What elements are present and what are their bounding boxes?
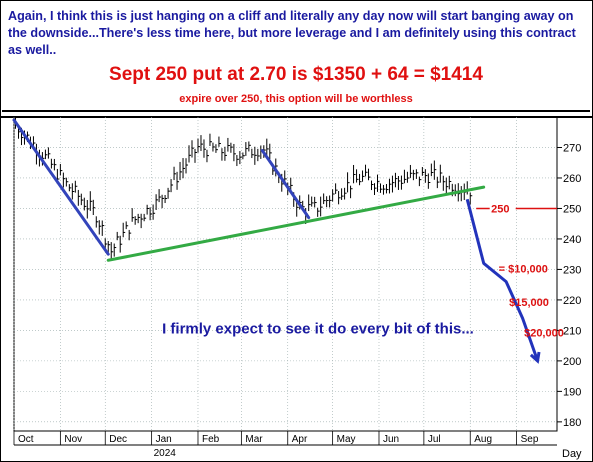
x-tick-label: Mar	[245, 434, 263, 445]
x-unit-label: Day	[562, 448, 582, 460]
y-tick-label: 190	[563, 386, 581, 398]
trendline	[12, 118, 110, 256]
y-tick-label: 270	[563, 142, 581, 154]
profit-label: $15,000	[509, 297, 549, 309]
x-tick-label: Jan	[156, 434, 172, 445]
projection-arrowhead	[529, 351, 541, 364]
x-tick-label: Sep	[521, 434, 539, 445]
commentary-header: Again, I think this is just hanging on a…	[2, 2, 590, 112]
trendline	[260, 149, 311, 220]
expectation-note: I firmly expect to see it do every bit o…	[162, 320, 474, 337]
y-tick-label: 210	[563, 325, 581, 337]
annotations: = $10,000 $15,000 $20,000 I firmly expect t…	[162, 263, 564, 339]
x-tick-label: Oct	[18, 434, 34, 445]
y-tick-label: 250	[563, 203, 581, 215]
grid	[1, 116, 592, 432]
year-label: 2024	[154, 448, 177, 459]
y-tick-label: 230	[563, 264, 581, 276]
x-axis: Oct Nov Dec Jan Feb Mar Apr May Jun Jul Aug Sep 2024…	[13, 431, 582, 460]
strike-label-bg	[489, 202, 516, 215]
profit-label: $20,000	[524, 327, 564, 339]
x-tick-label: May	[337, 434, 356, 445]
x-tick-label: Aug	[474, 434, 492, 445]
trendline	[106, 185, 486, 262]
price-series	[14, 117, 473, 260]
profit-label: = $10,000	[499, 263, 548, 275]
x-tick-label: Apr	[292, 434, 308, 445]
option-subline: expire over 250, this option will be wor…	[179, 93, 413, 105]
trendlines: 250	[12, 118, 557, 364]
x-tick-label: Dec	[109, 434, 127, 445]
y-tick-label: 200	[563, 356, 581, 368]
y-tick-label: 240	[563, 234, 581, 246]
strike-label: 250	[491, 203, 509, 215]
commentary-note: Again, I think this is just hanging on a…	[8, 9, 576, 57]
projection-path	[465, 198, 540, 362]
option-headline: Sept 250 put at 2.70 is $1350 + 64 = $14…	[109, 64, 483, 85]
y-tick-label: 260	[563, 173, 581, 185]
y-tick-label: 180	[563, 417, 581, 429]
x-tick-label: Feb	[202, 434, 220, 445]
y-tick-label: 220	[563, 295, 581, 307]
x-tick-label: Jul	[428, 434, 441, 445]
x-tick-label: Nov	[64, 434, 82, 445]
x-tick-label: Jun	[383, 434, 399, 445]
plot-area	[13, 116, 558, 432]
y-axis: 180 190 200 210 220 230 240 250 260 270	[557, 142, 581, 429]
